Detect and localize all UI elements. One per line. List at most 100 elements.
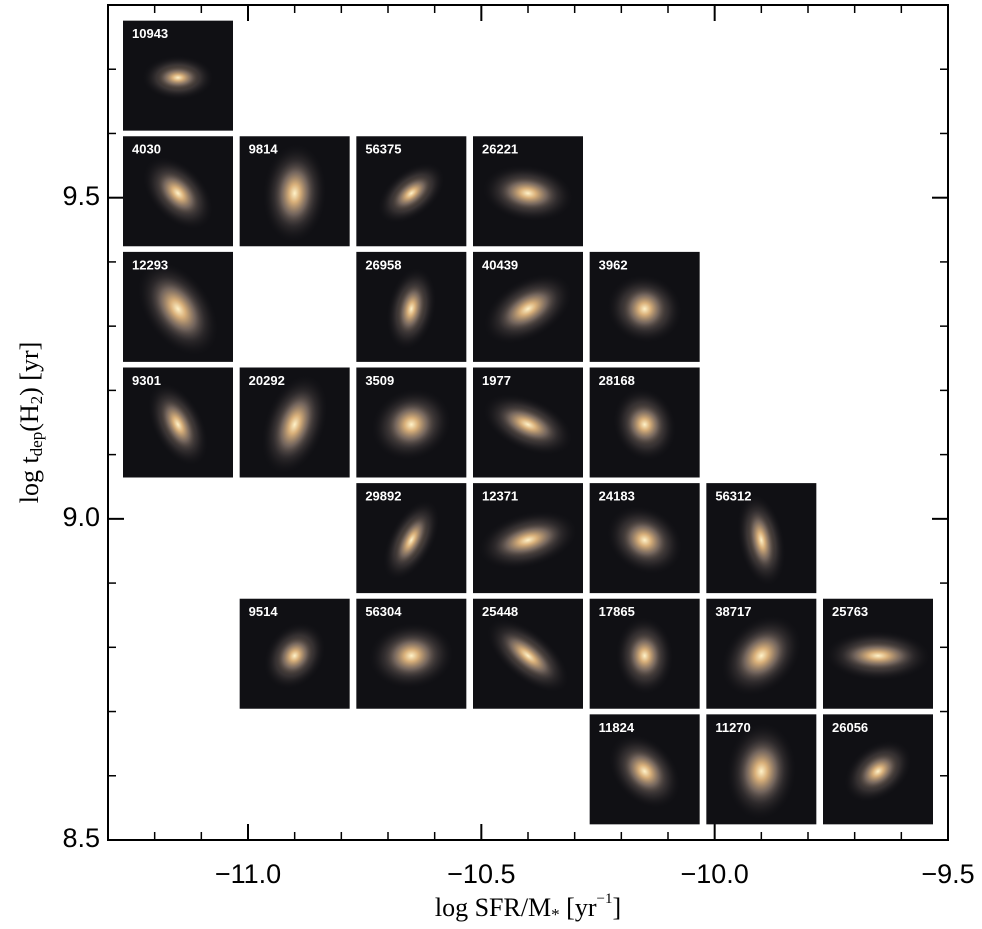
galaxy-tile: 56375 <box>356 136 467 247</box>
galaxy-id: 12293 <box>132 257 168 272</box>
galaxy-core <box>396 281 427 337</box>
galaxy-id: 26958 <box>365 257 401 272</box>
y-axis-title-part: log t <box>15 456 44 504</box>
galaxy-core <box>733 627 790 685</box>
galaxy-id: 40439 <box>482 257 518 272</box>
y-tick-label: 8.5 <box>62 823 100 853</box>
galaxy-core <box>156 65 200 90</box>
galaxy-core <box>496 174 560 212</box>
galaxy-tile: 20292 <box>239 367 350 478</box>
galaxy-id: 3962 <box>599 257 628 272</box>
galaxy-tile: 38717 <box>706 598 817 709</box>
galaxy-tile: 11270 <box>706 714 817 825</box>
galaxy-core <box>390 174 433 212</box>
galaxy-id: 12371 <box>482 489 518 504</box>
galaxy-id: 24183 <box>599 489 635 504</box>
y-axis-title: log tdep(H2) [yr] <box>15 342 46 504</box>
galaxy-tile: 9301 <box>123 367 233 478</box>
y-axis-title-part: ) [yr] <box>15 342 44 396</box>
galaxy-id: 38717 <box>715 604 751 619</box>
galaxy-tile: 24183 <box>589 483 700 594</box>
galaxy-core <box>747 507 776 573</box>
galaxy-tile: 9514 <box>239 598 350 709</box>
galaxy-core <box>275 635 315 677</box>
galaxy-tile: 11824 <box>589 714 700 825</box>
galaxy-tile: 12293 <box>123 251 233 362</box>
galaxy-tile: 26958 <box>356 251 467 362</box>
galaxy-id: 25448 <box>482 604 518 619</box>
galaxy-tile: 3962 <box>589 251 700 362</box>
galaxy-core <box>856 751 900 791</box>
galaxy-tile: 26221 <box>473 136 583 247</box>
x-tick-label: −10.5 <box>447 859 515 889</box>
galaxy-core <box>620 746 669 797</box>
galaxy-core <box>158 396 198 453</box>
x-tick-label: −9.5 <box>921 859 974 889</box>
x-axis-title-part: [yr <box>560 893 597 922</box>
galaxy-tile: 40439 <box>473 251 583 362</box>
y-axis-title-part: (H <box>15 404 44 432</box>
y-axis-title-part: dep <box>27 432 46 457</box>
galaxy-id: 9814 <box>249 142 279 157</box>
galaxy-core <box>839 640 917 671</box>
galaxy-tile: 56304 <box>356 598 467 709</box>
galaxy-tile: 29892 <box>356 483 467 594</box>
galaxy-tile: 56312 <box>706 483 817 594</box>
galaxy-id: 1977 <box>482 373 511 388</box>
galaxy-tile: 9814 <box>239 136 350 247</box>
galaxy-core <box>736 736 787 807</box>
galaxy-tile: 28168 <box>589 367 700 478</box>
galaxy-core <box>271 388 318 461</box>
y-tick-label: 9.0 <box>62 502 100 532</box>
galaxy-core <box>625 630 664 681</box>
galaxy-id: 28168 <box>599 373 635 388</box>
x-axis-title-part: log SFR/M <box>435 893 551 922</box>
x-tick-label: −10.0 <box>681 859 749 889</box>
galaxy-id: 56312 <box>715 489 751 504</box>
galaxy-core <box>272 157 317 230</box>
galaxy-tile: 17865 <box>589 598 700 709</box>
galaxy-id: 4030 <box>132 142 161 157</box>
galaxy-core <box>496 284 560 334</box>
galaxy-core <box>498 630 558 682</box>
x-axis-title-part: −1 <box>597 891 613 907</box>
galaxy-id: 56375 <box>365 142 401 157</box>
galaxy-id: 3509 <box>365 373 394 388</box>
galaxy-id: 56304 <box>365 604 402 619</box>
galaxy-core <box>619 516 670 564</box>
galaxy-core <box>496 404 560 445</box>
galaxy-tile: 26056 <box>823 714 933 825</box>
galaxy-core <box>620 284 669 333</box>
galaxy-core <box>623 401 666 448</box>
galaxy-tile: 25448 <box>473 598 583 709</box>
galaxy-id: 29892 <box>365 489 401 504</box>
galaxy-core <box>148 274 208 344</box>
galaxy-tile: 4030 <box>123 136 233 247</box>
galaxy-id: 25763 <box>832 604 868 619</box>
x-axis-title-part: ] <box>612 893 621 922</box>
galaxy-core <box>384 399 439 450</box>
x-axis-title-part: * <box>551 905 560 924</box>
galaxy-id: 17865 <box>599 604 635 619</box>
y-axis-title-part: 2 <box>27 396 46 405</box>
galaxy-id: 9514 <box>249 604 279 619</box>
galaxy-tile: 25763 <box>823 598 933 709</box>
galaxy-core <box>154 169 202 218</box>
galaxy-id: 11824 <box>599 720 635 735</box>
galaxy-core <box>382 632 441 679</box>
galaxy-id: 11270 <box>715 720 750 735</box>
galaxy-core <box>393 513 429 568</box>
galaxy-id: 10943 <box>132 26 168 41</box>
x-tick-label: −11.0 <box>215 859 281 889</box>
galaxy-tile: 10943 <box>123 20 233 131</box>
galaxy-id: 9301 <box>132 373 161 388</box>
galaxy-core <box>491 521 565 560</box>
galaxy-id: 26056 <box>832 720 868 735</box>
galaxy-tile: 1977 <box>473 367 583 478</box>
y-tick-label: 9.5 <box>62 181 100 211</box>
galaxy-tile: 3509 <box>356 367 467 478</box>
galaxy-id: 20292 <box>249 373 285 388</box>
x-axis-title: log SFR/M* [yr−1] <box>435 891 621 923</box>
galaxy-id: 26221 <box>482 142 518 157</box>
